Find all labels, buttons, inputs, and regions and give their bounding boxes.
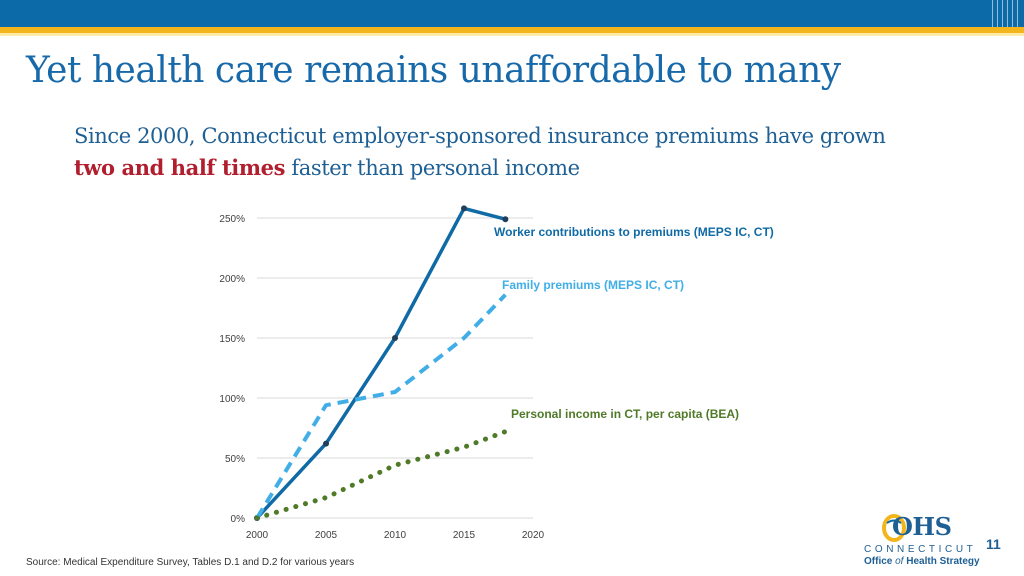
series-label-worker-contributions: Worker contributions to premiums (MEPS I…	[494, 225, 774, 239]
series-label-personal-income: Personal income in CT, per capita (BEA)	[511, 407, 739, 421]
series-label-family-premiums: Family premiums (MEPS IC, CT)	[502, 278, 684, 292]
x-tick-label: 2000	[246, 530, 269, 541]
series-line-family-premiums	[255, 293, 507, 520]
logo-name-part2: Health Strategy	[903, 556, 980, 567]
header-accent-stripe	[0, 27, 1024, 33]
data-point-worker-contributions	[392, 335, 398, 341]
data-point-worker-contributions	[502, 216, 509, 223]
series-line-personal-income	[254, 429, 508, 521]
x-tick-label: 2005	[315, 530, 338, 541]
y-tick-label: 50%	[225, 454, 245, 465]
slide-title: Yet health care remains unaffordable to …	[26, 50, 841, 91]
x-tick-label: 2010	[384, 530, 407, 541]
logo-state: CONNECTICUT	[864, 544, 977, 555]
y-tick-label: 0%	[231, 514, 246, 525]
y-tick-label: 200%	[219, 274, 245, 285]
y-tick-label: 100%	[219, 394, 245, 405]
page-number: 11	[986, 536, 1001, 552]
x-tick-label: 2015	[453, 530, 476, 541]
logo-letters: OHS	[892, 512, 952, 541]
logo-office-name: Office of Health Strategy	[864, 556, 980, 567]
y-tick-label: 250%	[219, 214, 245, 225]
logo-name-of: of	[895, 556, 904, 567]
subtitle-text-end: faster than personal income	[285, 156, 580, 180]
data-point-worker-contributions	[323, 440, 329, 447]
header-accent-stripe-light	[0, 33, 1024, 36]
ohs-logo-mark-icon	[882, 514, 906, 542]
y-tick-label: 150%	[219, 334, 245, 345]
logo-name-part1: Office	[864, 556, 896, 567]
subtitle-emphasis: two and half times	[74, 155, 286, 180]
header-bar	[0, 0, 1024, 27]
data-point-worker-contributions	[461, 205, 467, 212]
source-note: Source: Medical Expenditure Survey, Tabl…	[26, 557, 355, 568]
subtitle-text-start: Since 2000, Connecticut employer-sponsor…	[74, 124, 886, 148]
ohs-logo: OHS CONNECTICUT Office of Health Strateg…	[862, 512, 982, 570]
slide-subtitle: Since 2000, Connecticut employer-sponsor…	[74, 121, 894, 184]
x-tick-label: 2020	[522, 530, 545, 541]
